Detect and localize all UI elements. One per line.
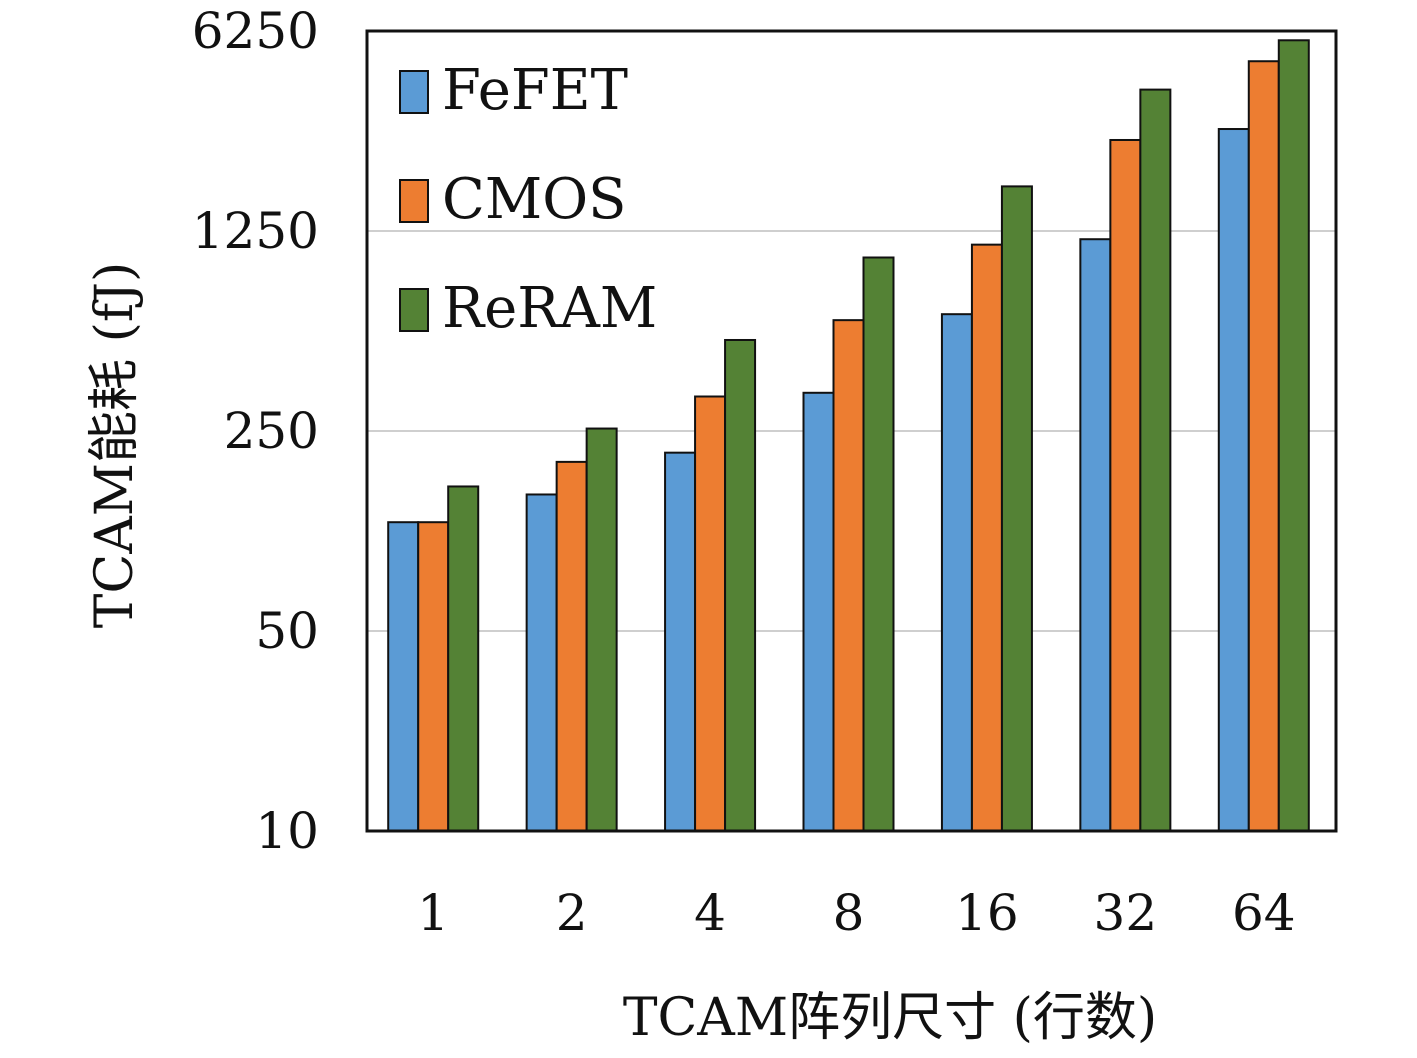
legend-label-reram: ReRAM [442, 276, 657, 341]
x-tick-label: 4 [694, 884, 726, 942]
bar-reram-16 [1000, 185, 1033, 832]
y-tick-label: 50 [255, 602, 319, 660]
legend-swatch-reram [399, 288, 429, 332]
bar-fefet-64 [1217, 128, 1250, 833]
y-tick-label: 6250 [192, 2, 319, 60]
y-tick-label: 10 [255, 802, 319, 860]
y-tick-label: 250 [224, 402, 319, 460]
bar-cmos-2 [555, 460, 588, 832]
plot-frame [365, 29, 1338, 833]
x-tick-label: 16 [955, 884, 1019, 942]
x-tick-label: 32 [1094, 884, 1158, 942]
x-tick-label: 64 [1232, 884, 1296, 942]
legend-label-fefet: FeFET [442, 58, 628, 123]
x-tick-labels: 1 2 4 8 16 32 64 [417, 884, 1295, 942]
bar-fefet-8 [802, 391, 835, 832]
bar-reram-32 [1139, 88, 1172, 832]
bars [387, 39, 1310, 833]
bar-cmos-16 [970, 243, 1003, 832]
y-tick-labels: 10 50 250 1250 6250 [192, 2, 319, 860]
x-tick-label: 8 [833, 884, 865, 942]
bar-reram-2 [585, 427, 618, 832]
bar-cmos-1 [417, 521, 450, 832]
legend-swatch-fefet [399, 70, 429, 114]
bar-reram-4 [724, 338, 757, 832]
legend: FeFET CMOS ReRAM [399, 58, 657, 341]
bar-reram-64 [1277, 39, 1310, 833]
x-tick-label: 2 [556, 884, 588, 942]
bar-cmos-4 [694, 395, 727, 832]
x-axis-label: TCAM阵列尺寸 (行数) [623, 988, 1157, 1048]
bar-cmos-8 [832, 319, 865, 832]
bar-cmos-64 [1247, 60, 1280, 832]
y-tick-label: 1250 [192, 202, 319, 260]
legend-label-cmos: CMOS [442, 167, 626, 232]
y-axis-label: TCAM能耗 (fJ) [85, 262, 145, 628]
bar-reram-8 [862, 256, 895, 833]
bar-fefet-4 [664, 451, 697, 832]
bar-fefet-1 [387, 521, 420, 832]
bar-fefet-32 [1079, 238, 1112, 832]
bar-cmos-32 [1109, 138, 1142, 832]
x-tick-label: 1 [417, 884, 449, 942]
bar-reram-1 [447, 485, 480, 832]
bar-fefet-16 [940, 313, 973, 833]
bar-fefet-2 [525, 493, 558, 832]
legend-swatch-cmos [399, 179, 429, 223]
